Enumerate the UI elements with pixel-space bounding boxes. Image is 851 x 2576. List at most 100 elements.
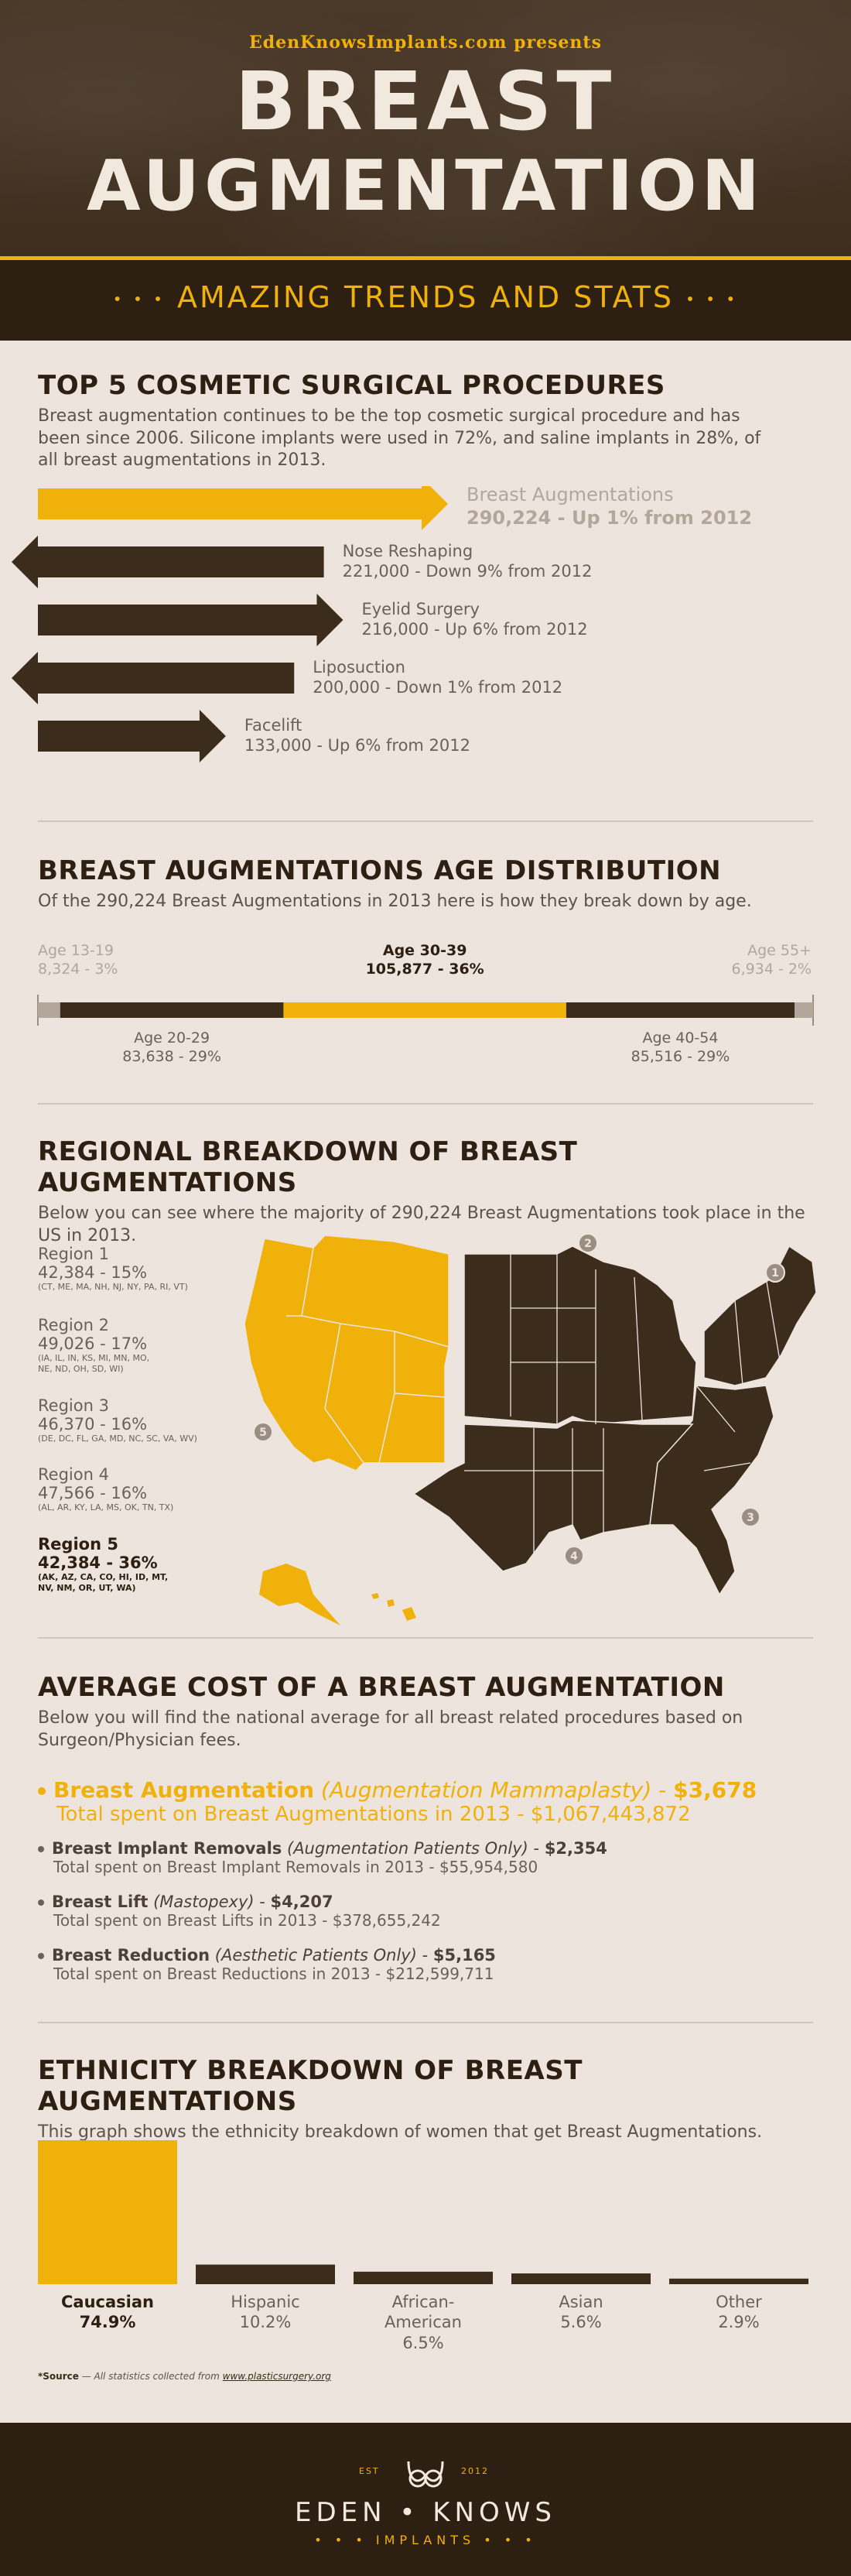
bullet-icon [38,1787,46,1795]
us-map: 1 2 3 4 5 [244,1233,817,1625]
main-title-line1: BREAST [234,54,617,149]
hero-header: EdenKnowsImplants.com presents BREAST AU… [0,0,851,341]
region-1-name: Region 1 [38,1245,109,1263]
subtitle-dots-left: • • • [112,289,166,309]
footer: EST 2012 EDEN • KNOWS • • • IMPLANTS • •… [0,2423,851,2576]
region-4-value: 47,566 - 16% [38,1484,148,1502]
age-group-detail: 105,877 - 36% [365,960,484,978]
region-2-states: (IA, IL, IN, KS, MI, MN, MO, [38,1353,150,1363]
source-label: *Source [38,2371,79,2382]
ethnicity-label-5: Other 2.9% [669,2292,808,2333]
source-text: — All statistics collected from [81,2371,220,2382]
cost-name: Breast Augmentation [53,1777,315,1803]
ethnicity-value: 2.9% [718,2313,760,2332]
map-region-5 [244,1235,449,1471]
top5-name: Eyelid Surgery [361,600,480,618]
age-segment-4 [566,1002,795,1018]
age-label-3: Age 30-39 105,877 - 36% [324,942,525,979]
age-group-name: Age 20-29 [134,1029,210,1046]
top5-name: Liposuction [313,658,405,677]
top5-label-3: Eyelid Surgery 216,000 - Up 6% from 2012 [361,599,587,640]
map-marker-4-label: 4 [570,1550,578,1563]
top5-label-2: Nose Reshaping 221,000 - Down 9% from 201… [343,541,593,582]
region-3: Region 3 46,370 - 16% (DE, DC, FL, GA, M… [38,1396,239,1444]
cost-qualifier: (Aesthetic Patients Only) [214,1946,417,1965]
cost-description: Below you will find the national average… [38,1708,743,1750]
top5-arrow-5 [38,710,226,762]
map-marker-2: 2 [578,1233,598,1253]
cost-name: Breast Reduction [52,1946,210,1965]
cost-title: AVERAGE COST OF A BREAST AUGMENTATION [38,1672,725,1703]
region-5: Region 5 42,384 - 36% (AK, AZ, CA, CO, H… [38,1535,239,1595]
ethnicity-bar-5 [669,2278,808,2284]
map-marker-3-label: 3 [747,1512,754,1524]
divider-2 [38,1103,813,1105]
region-2: Region 2 49,026 - 17% (IA, IL, IN, KS, M… [38,1316,239,1375]
ethnicity-name: Asian [559,2293,603,2311]
region-4: Region 4 47,566 - 16% (AL, AR, KY, LA, M… [38,1465,239,1513]
cost-item-augmentation: Breast Augmentation (Augmentation Mammap… [38,1777,812,1826]
top5-name: Facelift [244,716,302,735]
footer-brand-sub: • • • IMPLANTS • • • [314,2533,537,2547]
region-5-states-2: NV, NM, OR, UT, WA) [38,1583,136,1594]
main-title-line2: AUGMENTATION [87,146,764,227]
map-hawaii [371,1593,416,1621]
region-4-states: (AL, AR, KY, LA, MS, OK, TN, TX) [38,1502,174,1512]
region-3-states: (DE, DC, FL, GA, MD, NC, SC, VA, WV) [38,1434,197,1444]
top5-description: Breast augmentation continues to be the … [38,406,761,471]
age-group-name: Age 30-39 [382,942,467,959]
cost-item-removal: Breast Implant Removals (Augmentation Pa… [38,1839,812,1876]
subtitle-dots-right: • • • [685,289,739,309]
ethnicity-name: Caucasian [61,2293,154,2311]
age-group-detail: 83,638 - 29% [122,1047,221,1065]
age-segment-3 [283,1002,566,1018]
subtitle: • • • AMAZING TRENDS AND STATS • • • [0,280,851,314]
region-5-states: (AK, AZ, CA, CO, HI, ID, MT, [38,1572,169,1582]
map-marker-5-label: 5 [259,1427,267,1439]
cost-qualifier: (Augmentation Patients Only) [287,1839,528,1858]
divider-4 [38,2022,813,2023]
cost-section: AVERAGE COST OF A BREAST AUGMENTATION Be… [0,1672,851,2005]
age-segment-5 [795,1002,813,1018]
cost-price: $3,678 [673,1777,757,1803]
ethnicity-label-1: Caucasian 74.9% [38,2292,177,2333]
age-group-name: Age 13-19 [38,942,114,959]
top5-detail: 290,224 - Up 1% from 2012 [467,507,753,529]
footer-year: 2012 [461,2466,489,2476]
map-region-1 [703,1245,817,1386]
top5-section: TOP 5 COSMETIC SURGICAL PROCEDURES Breas… [0,370,851,803]
age-title: BREAST AUGMENTATIONS AGE DISTRIBUTION [38,855,722,886]
top5-arrow-4 [12,652,295,704]
age-group-name: Age 55+ [747,942,812,959]
ethnicity-bars [38,2140,808,2284]
age-description: Of the 290,224 Breast Augmentations in 2… [38,892,752,911]
source-note: *Source — All statistics collected from … [38,2371,331,2382]
top5-arrow-3 [38,594,343,646]
ethnicity-description: This graph shows the ethnicity breakdown… [38,2122,763,2142]
cost-item-reduction: Breast Reduction (Aesthetic Patients Onl… [38,1946,812,1983]
age-group-detail: 8,324 - 3% [38,960,118,978]
ethnicity-name: African-American [384,2293,462,2332]
ethnicity-section: ETHNICITY BREAKDOWN OF BREAST AUGMENTATI… [0,2055,851,2382]
age-group-detail: 6,934 - 2% [731,960,812,978]
top5-detail: 221,000 - Down 9% from 2012 [342,562,593,581]
region-5-name: Region 5 [38,1535,118,1553]
footer-brand: EDEN • KNOWS [295,2497,556,2528]
divider-3 [38,1637,813,1639]
bullet-icon [38,1953,44,1959]
subtitle-band [0,260,851,341]
age-label-5: Age 55+ 6,934 - 2% [610,942,812,979]
regional-section: REGIONAL BREAKDOWN OF BREAST AUGMENTATIO… [0,1136,851,1625]
ethnicity-bar-1 [38,2140,177,2284]
top5-arrows [12,486,448,762]
subtitle-text: AMAZING TRENDS AND STATS [177,280,674,314]
ethnicity-label-3: African-American 6.5% [354,2292,493,2353]
source-link[interactable]: www.plasticsurgery.org [222,2371,331,2382]
top5-label-1: Breast Augmentations 290,224 - Up 1% from… [467,483,752,529]
presents-text: EdenKnowsImplants.com presents [249,33,602,53]
ethnicity-value: 10.2% [239,2313,292,2332]
ethnicity-value: 74.9% [79,2313,136,2332]
cost-price: $5,165 [432,1946,496,1965]
brand-logo-icon [407,2461,444,2488]
divider-1 [38,820,813,822]
